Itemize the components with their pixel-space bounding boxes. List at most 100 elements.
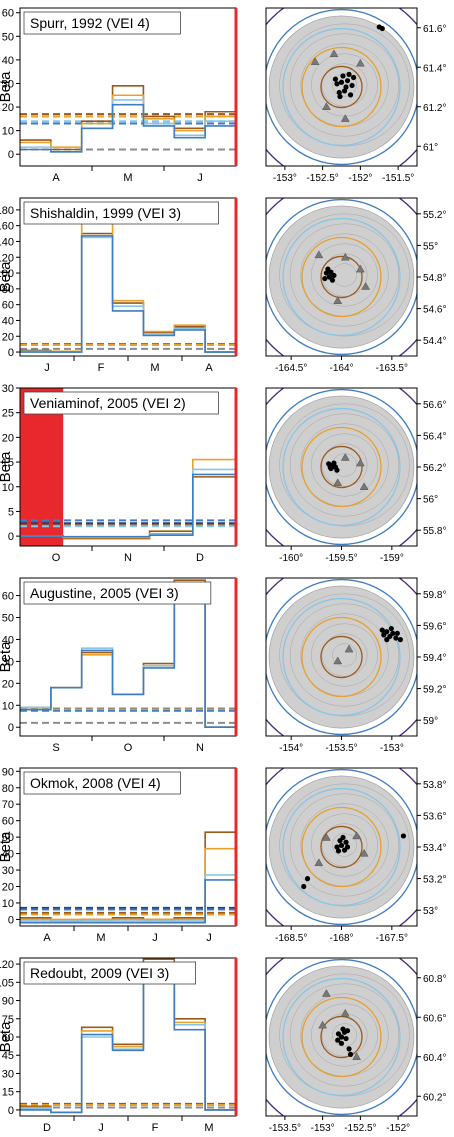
map-content — [266, 8, 417, 166]
earthquake-event — [346, 1046, 352, 1052]
lon-tick-label: -159.5° — [325, 553, 357, 564]
lon-tick-label: -152° — [348, 173, 372, 184]
contour-line — [289, 223, 400, 327]
lon-tick-label: -153.5° — [269, 1123, 301, 1134]
panel-0: 0 10 20 30 40 50 60 Beta A M J Spurr, 1992 (VEI 4) 6… — [0, 7, 446, 184]
beta-chart: 0 10 20 30 40 50 60 Beta S O N Augustine, 2005 (VEI… — [0, 577, 238, 754]
y-tick-label: 40 — [2, 315, 14, 327]
x-tick-label: J — [44, 362, 50, 374]
earthquake-event — [343, 1035, 349, 1042]
earthquake-event — [323, 270, 329, 276]
y-tick-label: 40 — [2, 55, 14, 67]
land-area — [268, 205, 415, 349]
contour-line — [289, 983, 400, 1087]
lat-tick-label: 56.2° — [423, 463, 446, 474]
y-tick-label: 30 — [2, 656, 14, 668]
lat-tick-label: 53.4° — [423, 843, 446, 854]
contour-line — [311, 243, 378, 307]
contour-line — [321, 63, 368, 107]
y-tick-label: 20 — [2, 331, 14, 343]
earthquake-event — [334, 81, 340, 87]
series-line-orange — [20, 94, 236, 148]
x-tick-label: A — [205, 362, 213, 374]
y-tick-label: 60 — [2, 816, 14, 828]
y-tick-label: 10 — [2, 700, 14, 712]
beta-chart: 0 10 20 30 40 50 60 Beta A M J Spurr, 1992 (VEI 4) — [0, 7, 238, 184]
lat-tick-label: 59.2° — [423, 685, 446, 696]
volcano-marker — [314, 250, 324, 259]
y-tick-label: 30 — [2, 383, 14, 395]
x-tick-label: A — [43, 932, 51, 944]
earthquake-event — [344, 78, 351, 84]
y-tick-label: 105 — [0, 977, 14, 989]
panel-3: 0 10 20 30 40 50 60 Beta S O N Augustine, 2005 (VEI… — [0, 577, 446, 754]
y-tick-label: 30 — [2, 78, 14, 90]
volcano-marker — [333, 478, 343, 487]
y-tick-label: 120 — [0, 959, 14, 971]
y-tick-label: 60 — [2, 300, 14, 312]
beta-chart: 0 10 20 30 40 50 60 70 80 90 Beta A M J J Okmok, 2008 (… — [0, 766, 238, 944]
lon-tick-label: -163.5° — [376, 363, 408, 374]
earthquake-event — [335, 1031, 342, 1037]
x-tick-label: M — [150, 362, 159, 374]
volcano-marker — [359, 482, 369, 490]
y-tick-label: 140 — [0, 236, 14, 248]
station-map: 54.4° 54.6° 54.8° 55° 55.2° -164.5° -164° -163.… — [265, 197, 446, 374]
chart-title: Spurr, 1992 (VEI 4) — [30, 15, 150, 31]
lat-tick-label: 54.4° — [423, 336, 446, 347]
y-tick-label: 70 — [2, 799, 14, 811]
earthquake-event — [336, 89, 342, 96]
series-line-lightblue — [20, 965, 236, 1114]
contour-line — [332, 73, 357, 97]
earthquake-event — [376, 24, 382, 30]
map-content — [266, 768, 417, 926]
series-line-lightblue — [20, 236, 236, 353]
contour-line — [279, 593, 410, 717]
chart-title: Okmok, 2008 (VEI 4) — [30, 775, 161, 791]
y-tick-label: 10 — [2, 126, 14, 138]
map-frame — [265, 7, 418, 167]
earthquake-event — [335, 848, 342, 854]
contour-line — [311, 623, 378, 687]
series-line-lightblue — [20, 99, 236, 153]
chart-title: Veniaminof, 2005 (VEI 2) — [30, 395, 186, 411]
y-tick-label: 50 — [2, 613, 14, 625]
series-line-blue — [20, 963, 236, 1114]
earthquake-event — [322, 275, 328, 282]
earthquake-event — [397, 637, 403, 643]
lat-tick-label: 59° — [423, 716, 438, 727]
earthquake-event — [346, 71, 352, 77]
series-line-blue — [20, 473, 236, 538]
y-tick-label: 180 — [0, 205, 14, 217]
panel-5: 0 15 30 45 60 75 90 105 120 Beta D J F M Redoubt, 2009… — [0, 957, 446, 1134]
station-map: 61° 61.2° 61.4° 61.6° -153° -152.5° -152° -151.… — [265, 7, 446, 184]
distance-ring-blue — [266, 198, 417, 356]
y-axis-label: Beta — [0, 261, 14, 293]
contour-line — [332, 1023, 357, 1047]
earthquake-event — [349, 82, 355, 89]
volcano-marker — [340, 114, 350, 122]
distance-ring-orange — [301, 616, 382, 698]
earthquake-event — [328, 465, 334, 472]
distance-ring-brown — [320, 445, 363, 489]
contour-line — [332, 833, 357, 857]
y-tick-label: 40 — [2, 634, 14, 646]
x-tick-label: M — [123, 172, 132, 184]
distance-ring-orange — [301, 806, 382, 888]
series-line-brown — [20, 85, 236, 151]
lat-tick-label: 56° — [423, 495, 438, 506]
x-tick-label: N — [196, 742, 204, 754]
volcano-marker — [321, 833, 331, 841]
map-frame — [265, 957, 418, 1117]
volcano-marker — [355, 458, 365, 467]
distance-ring-lightblue — [282, 597, 401, 717]
chart-title: Augustine, 2005 (VEI 3) — [30, 585, 179, 601]
lat-tick-label: 61° — [423, 142, 438, 153]
earthquake-event — [393, 635, 399, 641]
lon-tick-label: -153.5° — [325, 743, 357, 754]
lat-tick-label: 56.4° — [423, 431, 446, 442]
earthquake-event — [340, 1026, 346, 1032]
map-content — [266, 578, 417, 736]
x-tick-label: S — [52, 742, 59, 754]
volcano-marker — [340, 453, 350, 461]
